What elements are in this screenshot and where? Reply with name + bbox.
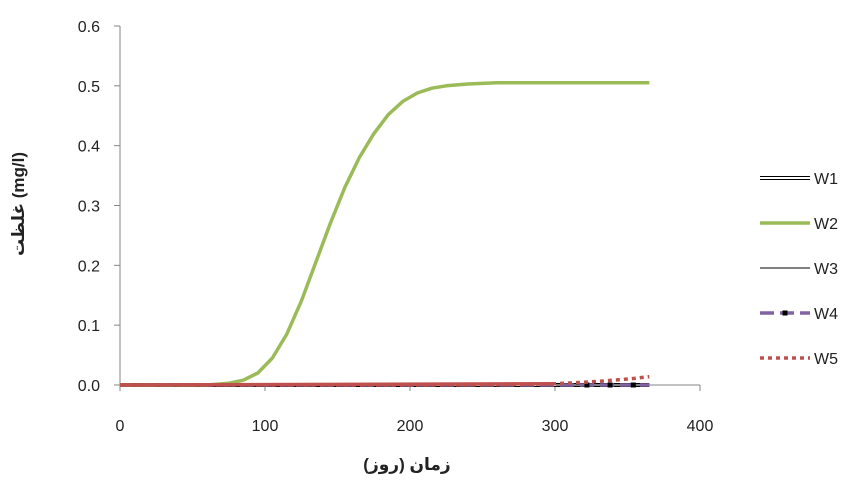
x-tick-label: 300 [542,418,569,435]
series-layer [119,81,650,388]
series-w2 [120,81,650,387]
legend: W1 W2 W3 W4 W5 [760,171,838,368]
y-tick-label: 0.0 [78,378,100,395]
series-w4-marker [630,382,636,388]
y-tick-label: 0.3 [78,199,100,216]
y-tick-label: 0.1 [78,318,100,335]
x-axis-title: زمان (روز) [363,455,450,475]
y-tick-label: 0.4 [78,139,100,156]
x-tick-label: 200 [397,418,424,435]
y-tick-label: 0.2 [78,258,100,275]
legend-label-w5: W5 [814,351,838,368]
x-tick-label: 0 [116,418,125,435]
y-axis-title: غلظت (mg/l) [9,152,28,256]
series-w5-base [119,382,556,387]
y-tick-label: 0.5 [78,79,100,96]
x-tick-label: 400 [687,418,714,435]
axes: 0.0 0.1 0.2 0.3 0.4 0.5 0.6 0 100 200 300 400 [78,19,714,435]
y-tick-label: 0.6 [78,19,100,36]
x-tick-label: 100 [252,418,279,435]
series-w2-line [120,81,650,387]
legend-marker-w4 [782,310,788,316]
legend-label-w4: W4 [814,306,838,323]
legend-label-w2: W2 [814,216,838,233]
legend-swatch-w4 [760,310,810,316]
legend-label-w1: W1 [814,171,838,188]
series-w4-marker [607,382,613,388]
series-w4-marker [584,382,590,388]
legend-label-w3: W3 [814,261,838,278]
